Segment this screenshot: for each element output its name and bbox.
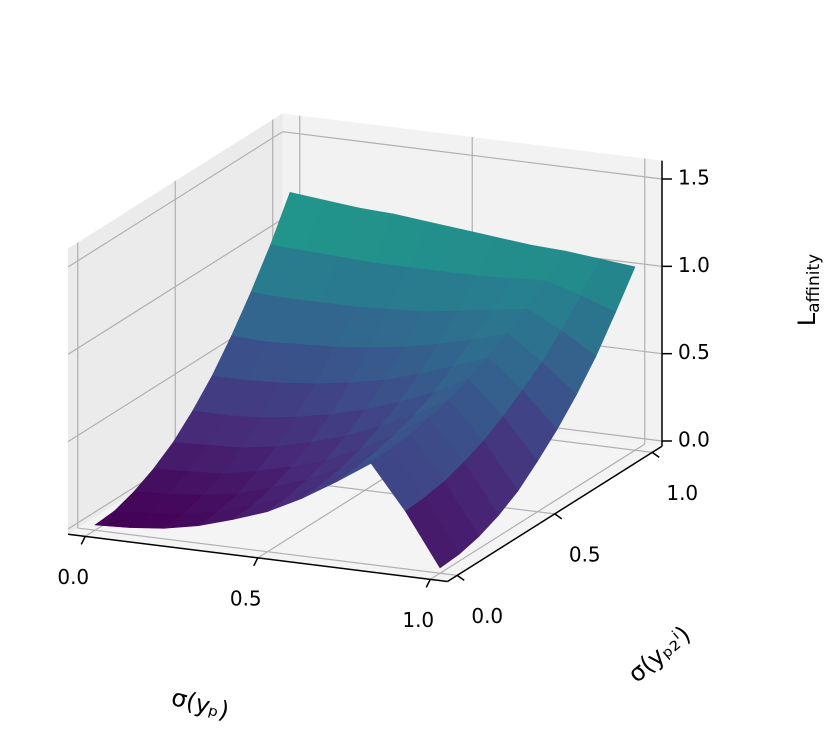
z-axis-label: Laffinity [793,254,824,326]
z-label-main: L [793,312,821,326]
y-tick [554,513,563,520]
x-axis-line [67,533,448,583]
x-tick [80,536,86,545]
y-tick-label: 0.0 [471,604,503,628]
y-tick [456,574,465,582]
y-axis-label: σ(yₚ₂ⁱ) [623,620,696,688]
surface-cell [405,496,460,569]
grid-line [67,218,283,355]
grid-line [67,131,283,268]
x-tick-label: 0.5 [230,586,262,610]
grid-line [77,527,458,576]
axes: 0.0 0.5 1.0 0.0 0.5 1.0 0.0 0.5 1.0 1.5 [57,160,710,632]
z-label-sub: affinity [804,254,824,313]
x-axis-label: σ(yₚ) [168,683,232,725]
x-tick-label: 0.0 [57,565,89,589]
x-tick [253,557,259,567]
grid-line [282,131,663,180]
z-tick-label: 0.0 [678,428,710,452]
z-tick-label: 0.5 [678,340,710,364]
z-tick-label: 1.5 [678,166,710,190]
surface [94,192,636,569]
y-tick [651,451,660,459]
x-tick [425,579,431,588]
y-tick-label: 1.0 [666,481,698,505]
z-tick-label: 1.0 [678,253,710,277]
y-tick-label: 0.5 [569,542,601,566]
x-tick-label: 1.0 [402,608,434,632]
y-axis-line [447,445,663,583]
